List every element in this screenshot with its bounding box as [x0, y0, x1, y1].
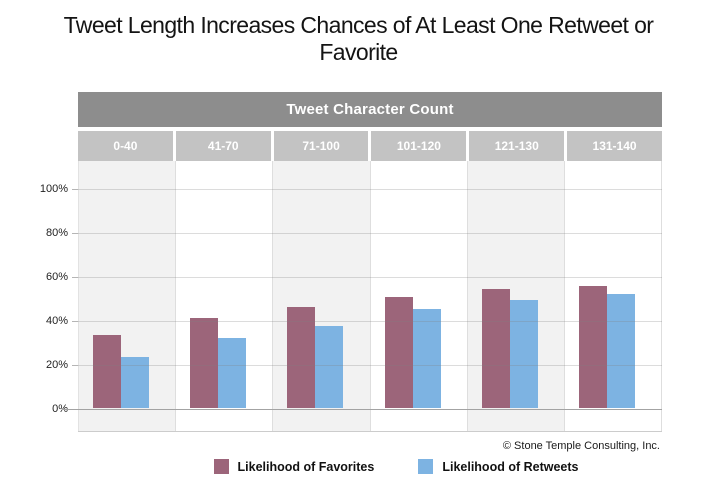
y-axis-label: 40%: [45, 315, 68, 327]
plot-column: [273, 161, 371, 431]
y-axis-label: 60%: [45, 271, 68, 283]
bar-group: [462, 160, 558, 408]
chart-group-header: Tweet Character Count: [78, 92, 662, 127]
bar-group: [267, 160, 363, 408]
category-header: 101-120: [371, 131, 467, 161]
y-axis-tick: [72, 321, 78, 322]
plot-area: 0% 20% 40% 60% 80% 100%: [40, 161, 663, 432]
legend-label: Likelihood of Retweets: [442, 459, 579, 474]
bar: [412, 309, 441, 408]
plot-column: [467, 161, 565, 431]
bar: [481, 289, 510, 408]
y-axis-tick: [72, 189, 78, 190]
page-title-line2: Favorite: [319, 39, 398, 65]
bar: [606, 293, 635, 408]
copyright-text: © Stone Temple Consulting, Inc.: [502, 440, 660, 452]
bar: [93, 335, 122, 408]
category-header: 121-130: [469, 131, 565, 161]
page-title-line1: Tweet Length Increases Chances of At Lea…: [63, 12, 654, 38]
y-axis-tick: [72, 277, 78, 278]
y-axis-tick: [72, 365, 78, 366]
legend-label: Likelihood of Favorites: [237, 459, 375, 474]
legend-swatch: [418, 459, 434, 474]
category-header: 131-140: [567, 131, 662, 161]
bar-group: [170, 160, 266, 408]
y-axis-label: 80%: [45, 227, 68, 239]
bar: [578, 285, 607, 408]
bar-group: [559, 160, 655, 408]
plot-column: [78, 161, 177, 431]
bar: [121, 357, 150, 408]
bar-group: [365, 160, 461, 408]
category-header-row: 0-40 41-70 71-100 101-120 121-130 131-140: [78, 131, 662, 161]
legend-item: Likelihood of Retweets: [418, 459, 578, 474]
legend: Likelihood of Favorites Likelihood of Ret…: [104, 459, 688, 474]
plot-column: [176, 161, 274, 431]
legend-item: Likelihood of Favorites: [213, 459, 375, 474]
category-header: 0-40: [78, 131, 173, 161]
y-axis-label: 0%: [52, 403, 68, 415]
plot-column: [564, 161, 663, 431]
chart: Tweet Character Count 0-40 41-70 71-100 101…: [40, 92, 663, 474]
bar: [218, 337, 247, 408]
page: Tweet Length Increases Chances of At Lea…: [0, 12, 717, 500]
bar: [287, 306, 316, 408]
y-axis-label: 20%: [45, 359, 68, 371]
category-header: 71-100: [273, 131, 369, 161]
page-title: Tweet Length Increases Chances of At Lea…: [0, 12, 717, 66]
bar: [509, 300, 538, 408]
plot-column: [370, 161, 468, 431]
legend-swatch: [213, 459, 229, 474]
bar: [190, 317, 219, 408]
category-header: 41-70: [175, 131, 271, 161]
y-axis-label: 100%: [39, 183, 68, 195]
bar: [384, 296, 413, 408]
bar-group: [73, 160, 169, 408]
y-axis-tick: [72, 233, 78, 234]
bar: [315, 325, 344, 408]
